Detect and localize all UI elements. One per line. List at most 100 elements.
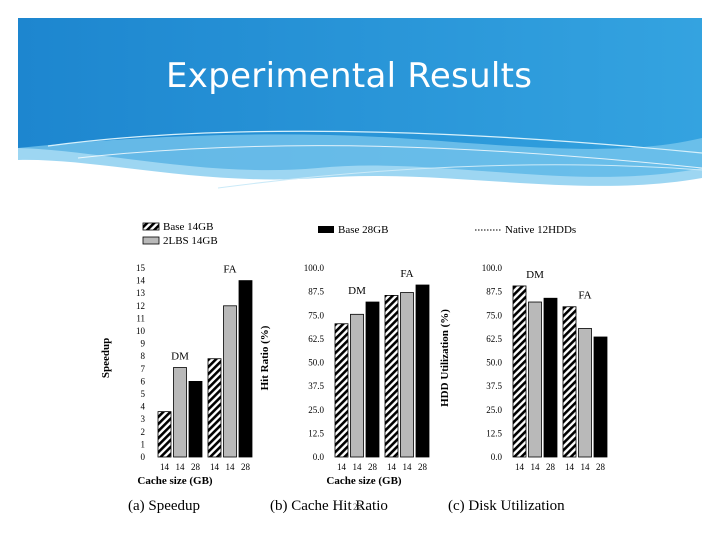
bar: [415, 284, 430, 458]
legend: Base 14GB 2LBS 14GB Base 28GB Native 12H…: [142, 221, 576, 247]
y-tick-labels: 0.0 12.5 25.0 37.5 50.0 62.5 75.0 87.5 100.0: [304, 263, 325, 462]
y-tick-label: 0: [141, 452, 146, 462]
legend-label-native: Native 12HDDs: [505, 224, 576, 236]
page-number: 22: [353, 502, 362, 512]
y-tick-label: 7: [141, 364, 146, 374]
x-tick-label: 14: [353, 462, 363, 472]
bar: [384, 295, 399, 458]
x-tick-label: 28: [596, 462, 606, 472]
legend-swatch-base28: [318, 226, 334, 233]
y-tick-label: 75.0: [308, 310, 324, 320]
group-label-fa: FA: [400, 268, 413, 280]
y-tick-label: 12.5: [486, 428, 502, 438]
bar: [593, 336, 608, 458]
x-tick-label: 14: [581, 462, 591, 472]
chart-caption: (a) Speedup: [128, 498, 200, 514]
bars: [512, 285, 608, 458]
y-tick-label: 6: [141, 376, 146, 386]
chart-disk-utilization: HDD Utilization (%) 0.0 12.5 25.0 37.5 50.0 6…: [439, 263, 608, 514]
y-tick-label: 4: [141, 402, 146, 412]
y-tick-label: 12: [136, 301, 145, 311]
x-tick-label: 28: [241, 462, 251, 472]
y-tick-label: 25.0: [308, 405, 324, 415]
bar: [562, 306, 577, 458]
legend-swatch-base14: [142, 222, 160, 231]
bar: [528, 301, 542, 458]
x-axis-label: Cache size (GB): [137, 475, 212, 487]
legend-label-base28: Base 28GB: [338, 224, 388, 236]
y-tick-label: 5: [141, 389, 146, 399]
x-tick-label: 14: [226, 462, 236, 472]
chart-hit-ratio: Hit Ratio (%) 0.0 12.5 25.0 37.5 50.0 62.5 75.…: [259, 263, 430, 514]
y-tick-label: 1: [141, 439, 146, 449]
y-tick-label: 0.0: [491, 452, 503, 462]
y-tick-label: 0.0: [313, 452, 325, 462]
y-tick-label: 100.0: [304, 263, 325, 273]
bar: [365, 301, 380, 458]
y-tick-label: 13: [136, 288, 146, 298]
x-tick-label: 14: [160, 462, 170, 472]
results-figure: Base 14GB 2LBS 14GB Base 28GB Native 12H…: [100, 221, 608, 514]
y-tick-label: 37.5: [308, 381, 324, 391]
y-tick-label: 14: [136, 276, 146, 286]
bar: [207, 358, 222, 458]
group-label-fa: FA: [223, 264, 236, 276]
group-label-dm: DM: [348, 285, 366, 297]
legend-swatch-lbs14: [142, 236, 160, 245]
x-tick-label: 14: [531, 462, 541, 472]
legend-label-lbs14: 2LBS 14GB: [163, 235, 218, 247]
y-tick-label: 50.0: [308, 358, 324, 368]
y-tick-label: 11: [136, 313, 145, 323]
chart-caption: (b) Cache Hit Ratio: [270, 498, 388, 514]
slide: Experimental Results Base 14GB 2LBS 14GB…: [18, 18, 702, 522]
bar: [350, 313, 364, 458]
bar: [578, 328, 592, 458]
x-tick-labels: 14 14 28 14 14 28: [515, 462, 606, 472]
y-tick-label: 100.0: [482, 263, 503, 273]
x-tick-label: 14: [337, 462, 347, 472]
y-tick-labels: 0.0 12.5 25.0 37.5 50.0 62.5 75.0 87.5 100.0: [482, 263, 503, 462]
y-tick-label: 10: [136, 326, 146, 336]
y-tick-label: 37.5: [486, 381, 502, 391]
group-label-dm: DM: [171, 351, 189, 363]
x-tick-label: 14: [387, 462, 397, 472]
bar: [400, 292, 414, 458]
x-tick-label: 14: [403, 462, 413, 472]
bar: [173, 367, 187, 458]
x-tick-label: 28: [368, 462, 378, 472]
y-axis-label: HDD Utilization (%): [439, 309, 451, 407]
bar: [512, 285, 527, 458]
y-tick-label: 12.5: [308, 428, 324, 438]
y-tick-label: 9: [141, 339, 146, 349]
x-tick-label: 14: [210, 462, 220, 472]
y-tick-label: 15: [136, 263, 146, 273]
x-tick-label: 14: [515, 462, 525, 472]
y-tick-label: 2: [141, 427, 146, 437]
x-tick-label: 28: [546, 462, 556, 472]
x-tick-label: 14: [565, 462, 575, 472]
y-axis-label: Hit Ratio (%): [259, 325, 271, 390]
x-axis-label: Cache size (GB): [326, 475, 401, 487]
y-tick-label: 3: [141, 414, 146, 424]
chart-caption: (c) Disk Utilization: [448, 498, 565, 514]
y-tick-label: 25.0: [486, 405, 502, 415]
bar: [238, 280, 253, 458]
legend-label-base14: Base 14GB: [163, 221, 213, 233]
x-tick-label: 14: [176, 462, 186, 472]
group-label-dm: DM: [526, 269, 544, 281]
y-tick-label: 87.5: [308, 287, 324, 297]
x-tick-labels: 14 14 28 14 14 28: [337, 462, 428, 472]
bar: [157, 411, 172, 458]
bar: [223, 305, 237, 458]
y-tick-label: 87.5: [486, 287, 502, 297]
y-tick-label: 50.0: [486, 358, 502, 368]
x-tick-labels: 14 14 28 14 14 28: [160, 462, 251, 472]
bars: [334, 284, 430, 458]
group-label-fa: FA: [578, 290, 591, 302]
bar: [188, 380, 203, 458]
x-tick-label: 28: [191, 462, 201, 472]
y-tick-label: 75.0: [486, 310, 502, 320]
y-tick-label: 62.5: [308, 334, 324, 344]
